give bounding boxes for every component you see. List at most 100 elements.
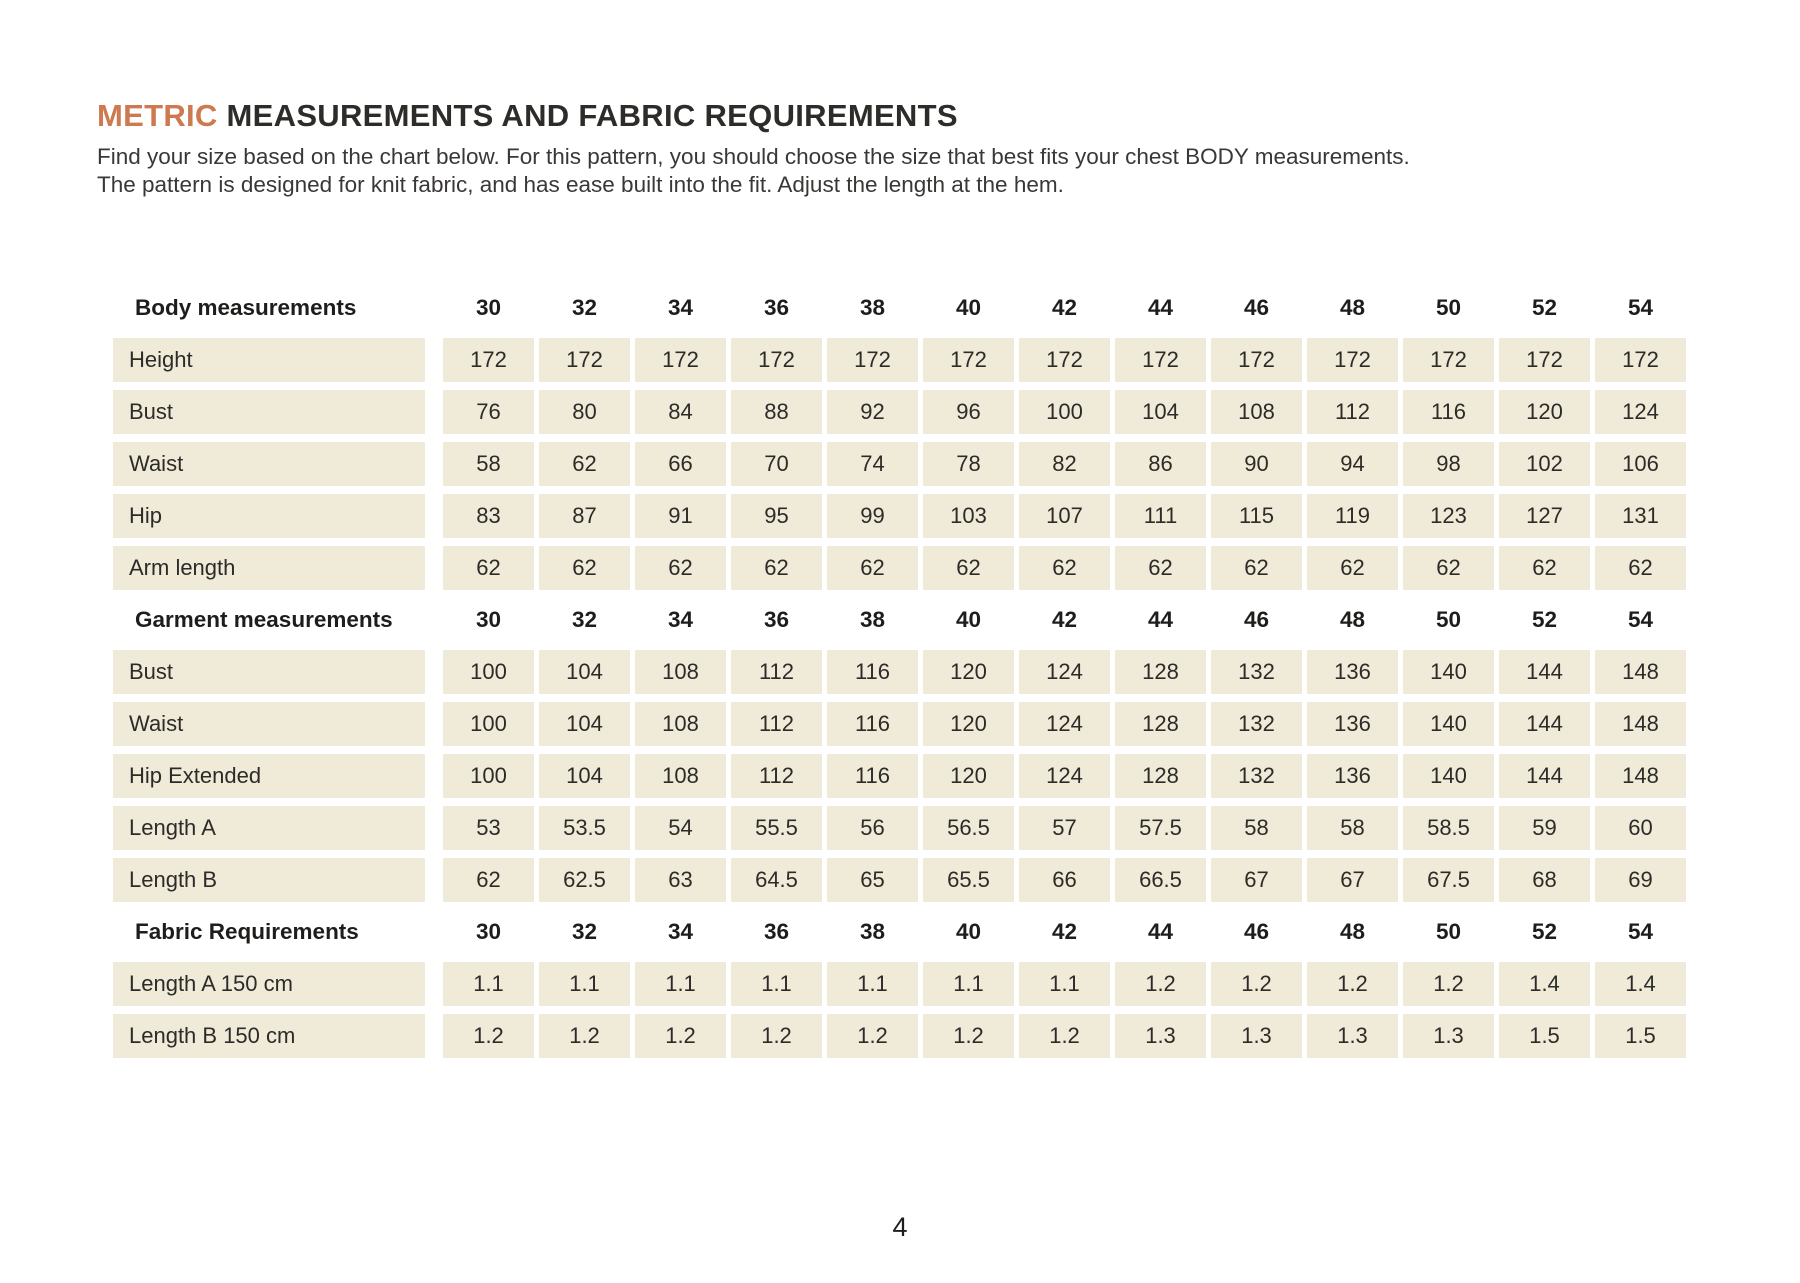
value-cell-bust-size-46: 132 bbox=[1211, 650, 1302, 694]
section-header-body-measurements: Body measurements bbox=[135, 295, 357, 320]
value-cell-bust-size-36: 88 bbox=[731, 390, 822, 434]
size-column-header-52: 52 bbox=[1531, 295, 1558, 320]
value-cell-length-a-150-cm-size-34: 1.1 bbox=[635, 962, 726, 1006]
value-cell-bust-size-44: 128 bbox=[1115, 650, 1206, 694]
value-cell-height-size-34: 172 bbox=[635, 338, 726, 382]
value-cell-length-a-150-cm-size-52: 1.4 bbox=[1499, 962, 1590, 1006]
row-label-hip: Hip bbox=[113, 494, 438, 538]
value-cell-height-size-46: 172 bbox=[1211, 338, 1302, 382]
value-cell-height-size-36: 172 bbox=[731, 338, 822, 382]
value-cell-length-a-size-54: 60 bbox=[1595, 806, 1686, 850]
value-cell-bust-size-34: 108 bbox=[635, 650, 726, 694]
value-cell-hip-extended-size-54: 148 bbox=[1595, 754, 1686, 798]
value-cell-bust-size-50: 116 bbox=[1403, 390, 1494, 434]
value-cell-bust-size-48: 136 bbox=[1307, 650, 1398, 694]
value-cell-bust-size-54: 124 bbox=[1595, 390, 1686, 434]
value-cell-height-size-44: 172 bbox=[1115, 338, 1206, 382]
row-label-hip-extended: Hip Extended bbox=[113, 754, 438, 798]
value-cell-height-size-38: 172 bbox=[827, 338, 918, 382]
intro-line-2: The pattern is designed for knit fabric,… bbox=[97, 172, 1064, 197]
size-column-header-32: 32 bbox=[571, 295, 598, 320]
size-column-header-32: 32 bbox=[571, 919, 598, 944]
size-column-header-46: 46 bbox=[1243, 607, 1270, 632]
value-cell-waist-size-40: 120 bbox=[923, 702, 1014, 746]
value-cell-height-size-54: 172 bbox=[1595, 338, 1686, 382]
size-column-header-54: 54 bbox=[1627, 295, 1654, 320]
value-cell-waist-size-38: 116 bbox=[827, 702, 918, 746]
value-cell-length-a-size-44: 57.5 bbox=[1115, 806, 1206, 850]
value-cell-hip-extended-size-50: 140 bbox=[1403, 754, 1494, 798]
size-column-header-52: 52 bbox=[1531, 919, 1558, 944]
row-label-length-b: Length B bbox=[113, 858, 438, 902]
value-cell-length-a-size-36: 55.5 bbox=[731, 806, 822, 850]
value-cell-bust-size-42: 100 bbox=[1019, 390, 1110, 434]
value-cell-waist-size-30: 100 bbox=[443, 702, 534, 746]
value-cell-arm-length-size-46: 62 bbox=[1211, 546, 1302, 590]
value-cell-length-a-150-cm-size-42: 1.1 bbox=[1019, 962, 1110, 1006]
value-cell-hip-size-54: 131 bbox=[1595, 494, 1686, 538]
value-cell-length-b-150-cm-size-52: 1.5 bbox=[1499, 1014, 1590, 1058]
size-column-header-50: 50 bbox=[1435, 919, 1462, 944]
value-cell-length-a-size-46: 58 bbox=[1211, 806, 1302, 850]
value-cell-arm-length-size-52: 62 bbox=[1499, 546, 1590, 590]
value-cell-length-b-150-cm-size-46: 1.3 bbox=[1211, 1014, 1302, 1058]
value-cell-bust-size-52: 144 bbox=[1499, 650, 1590, 694]
section-header-fabric-requirements: Fabric Requirements bbox=[135, 919, 359, 944]
value-cell-height-size-30: 172 bbox=[443, 338, 534, 382]
value-cell-bust-size-32: 80 bbox=[539, 390, 630, 434]
row-label-waist: Waist bbox=[113, 702, 438, 746]
value-cell-bust-size-48: 112 bbox=[1307, 390, 1398, 434]
value-cell-hip-size-32: 87 bbox=[539, 494, 630, 538]
size-column-header-42: 42 bbox=[1051, 607, 1078, 632]
value-cell-length-b-150-cm-size-50: 1.3 bbox=[1403, 1014, 1494, 1058]
document-header: METRIC MEASUREMENTS AND FABRIC REQUIREME… bbox=[0, 0, 1800, 199]
value-cell-arm-length-size-42: 62 bbox=[1019, 546, 1110, 590]
value-cell-hip-size-30: 83 bbox=[443, 494, 534, 538]
intro-paragraph: Find your size based on the chart below.… bbox=[97, 143, 1800, 199]
value-cell-hip-size-40: 103 bbox=[923, 494, 1014, 538]
value-cell-waist-size-30: 58 bbox=[443, 442, 534, 486]
size-column-header-36: 36 bbox=[763, 607, 790, 632]
value-cell-height-size-48: 172 bbox=[1307, 338, 1398, 382]
size-column-header-40: 40 bbox=[955, 607, 982, 632]
row-label-length-a: Length A bbox=[113, 806, 438, 850]
value-cell-hip-size-38: 99 bbox=[827, 494, 918, 538]
value-cell-waist-size-54: 148 bbox=[1595, 702, 1686, 746]
value-cell-length-a-150-cm-size-30: 1.1 bbox=[443, 962, 534, 1006]
value-cell-arm-length-size-44: 62 bbox=[1115, 546, 1206, 590]
size-column-header-42: 42 bbox=[1051, 295, 1078, 320]
value-cell-length-b-size-30: 62 bbox=[443, 858, 534, 902]
value-cell-hip-size-50: 123 bbox=[1403, 494, 1494, 538]
size-column-header-34: 34 bbox=[667, 295, 694, 320]
value-cell-length-b-150-cm-size-36: 1.2 bbox=[731, 1014, 822, 1058]
value-cell-arm-length-size-54: 62 bbox=[1595, 546, 1686, 590]
size-column-header-44: 44 bbox=[1147, 295, 1174, 320]
value-cell-hip-extended-size-52: 144 bbox=[1499, 754, 1590, 798]
value-cell-length-b-150-cm-size-40: 1.2 bbox=[923, 1014, 1014, 1058]
value-cell-length-a-150-cm-size-32: 1.1 bbox=[539, 962, 630, 1006]
size-column-header-48: 48 bbox=[1339, 919, 1366, 944]
page-number: 4 bbox=[892, 1212, 908, 1242]
value-cell-height-size-50: 172 bbox=[1403, 338, 1494, 382]
size-column-header-38: 38 bbox=[859, 607, 886, 632]
value-cell-hip-extended-size-48: 136 bbox=[1307, 754, 1398, 798]
value-cell-length-b-size-48: 67 bbox=[1307, 858, 1398, 902]
value-cell-hip-extended-size-44: 128 bbox=[1115, 754, 1206, 798]
row-label-height: Height bbox=[113, 338, 438, 382]
value-cell-waist-size-44: 128 bbox=[1115, 702, 1206, 746]
value-cell-arm-length-size-38: 62 bbox=[827, 546, 918, 590]
value-cell-hip-extended-size-32: 104 bbox=[539, 754, 630, 798]
value-cell-hip-size-48: 119 bbox=[1307, 494, 1398, 538]
section-header-garment-measurements: Garment measurements bbox=[135, 607, 393, 632]
value-cell-length-b-size-38: 65 bbox=[827, 858, 918, 902]
value-cell-length-b-size-50: 67.5 bbox=[1403, 858, 1494, 902]
size-column-header-46: 46 bbox=[1243, 295, 1270, 320]
value-cell-bust-size-30: 100 bbox=[443, 650, 534, 694]
value-cell-length-b-size-54: 69 bbox=[1595, 858, 1686, 902]
size-column-header-50: 50 bbox=[1435, 295, 1462, 320]
intro-line-1: Find your size based on the chart below.… bbox=[97, 144, 1410, 169]
page-title-rest: MEASUREMENTS AND FABRIC REQUIREMENTS bbox=[217, 98, 958, 133]
value-cell-length-a-150-cm-size-44: 1.2 bbox=[1115, 962, 1206, 1006]
value-cell-length-a-size-50: 58.5 bbox=[1403, 806, 1494, 850]
value-cell-waist-size-40: 78 bbox=[923, 442, 1014, 486]
